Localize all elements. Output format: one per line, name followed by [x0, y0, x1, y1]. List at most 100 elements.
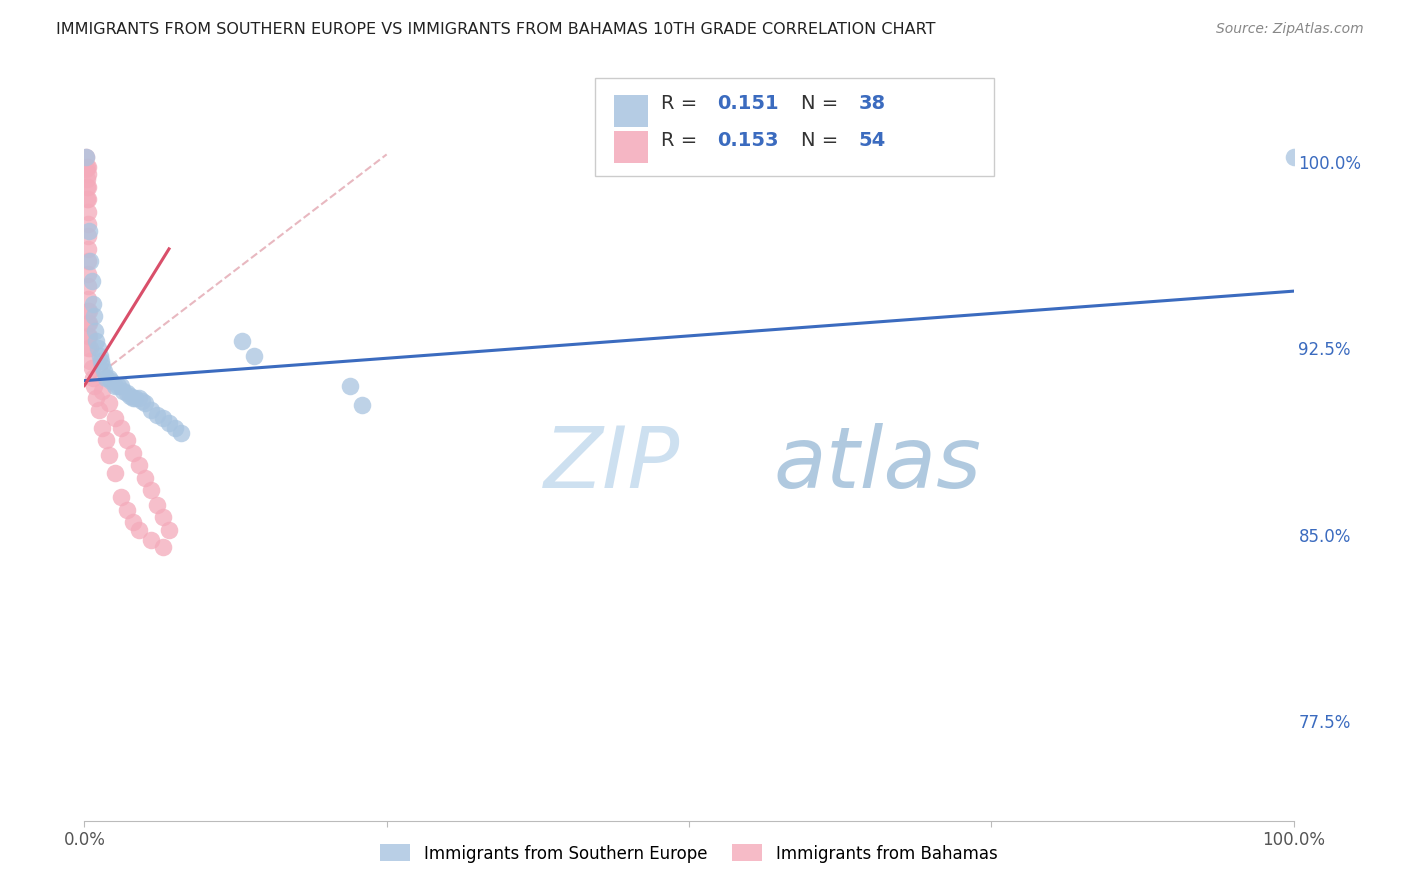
Text: ZIP: ZIP: [544, 423, 681, 506]
Point: [77, 225, 100, 239]
Point: [121, 391, 143, 405]
Point: [80, 361, 103, 376]
Point: [75, 150, 97, 164]
Point: [93, 364, 115, 378]
Point: [86, 334, 108, 348]
Point: [76, 172, 98, 186]
Point: [128, 523, 150, 537]
Text: R =: R =: [661, 95, 703, 113]
Text: N =: N =: [801, 95, 845, 113]
Point: [77, 267, 100, 281]
FancyBboxPatch shape: [595, 78, 994, 177]
Point: [77, 279, 100, 293]
Point: [77, 329, 100, 343]
Point: [134, 470, 156, 484]
Point: [77, 304, 100, 318]
Point: [115, 386, 138, 401]
Text: 0.153: 0.153: [717, 131, 779, 151]
Point: [80, 274, 103, 288]
Text: Source: ZipAtlas.com: Source: ZipAtlas.com: [1216, 22, 1364, 37]
Point: [112, 384, 135, 398]
Point: [157, 523, 180, 537]
Point: [77, 317, 100, 331]
Point: [121, 446, 143, 460]
Point: [152, 540, 174, 554]
Point: [152, 510, 174, 524]
Point: [79, 353, 101, 368]
Point: [146, 409, 169, 423]
Point: [79, 254, 101, 268]
Point: [76, 179, 98, 194]
Point: [146, 498, 169, 512]
Text: IMMIGRANTS FROM SOUTHERN EUROPE VS IMMIGRANTS FROM BAHAMAS 10TH GRADE CORRELATIO: IMMIGRANTS FROM SOUTHERN EUROPE VS IMMIG…: [56, 22, 936, 37]
Point: [104, 378, 127, 392]
Point: [94, 371, 117, 385]
Point: [77, 217, 100, 231]
Point: [104, 466, 127, 480]
Bar: [614, 95, 648, 127]
Text: 38: 38: [858, 95, 886, 113]
Point: [91, 421, 114, 435]
Legend: Immigrants from Southern Europe, Immigrants from Bahamas: Immigrants from Southern Europe, Immigra…: [374, 838, 1004, 869]
Point: [77, 229, 100, 244]
Point: [165, 421, 187, 435]
Point: [110, 378, 132, 392]
Point: [75, 162, 97, 177]
Point: [107, 378, 129, 392]
Point: [77, 192, 100, 206]
Point: [1282, 150, 1305, 164]
Point: [115, 503, 138, 517]
Point: [110, 421, 132, 435]
Point: [82, 296, 104, 310]
Point: [77, 254, 100, 268]
Point: [131, 393, 153, 408]
Point: [128, 391, 150, 405]
Point: [86, 341, 108, 355]
Point: [139, 403, 162, 417]
Point: [115, 434, 138, 448]
Point: [97, 371, 120, 385]
Point: [84, 324, 107, 338]
Point: [77, 329, 100, 343]
Text: atlas: atlas: [773, 423, 981, 506]
Point: [170, 425, 193, 440]
Point: [157, 416, 180, 430]
Point: [339, 378, 361, 392]
Point: [87, 403, 110, 417]
Point: [77, 167, 100, 181]
Point: [352, 399, 374, 413]
Point: [242, 349, 264, 363]
Point: [134, 396, 156, 410]
Point: [76, 160, 98, 174]
Text: 0.151: 0.151: [717, 95, 779, 113]
Point: [76, 192, 98, 206]
Text: 54: 54: [858, 131, 886, 151]
Point: [77, 292, 100, 306]
Point: [152, 411, 174, 425]
Point: [91, 384, 114, 398]
Point: [91, 359, 114, 373]
Point: [139, 483, 162, 497]
Point: [120, 388, 142, 402]
Point: [97, 448, 120, 462]
Point: [77, 341, 100, 355]
Point: [77, 317, 100, 331]
Point: [77, 160, 100, 174]
Point: [82, 371, 104, 385]
Point: [104, 411, 127, 425]
Text: R =: R =: [661, 131, 703, 151]
Point: [77, 304, 100, 318]
Point: [75, 150, 97, 164]
Point: [79, 341, 101, 355]
Point: [89, 349, 111, 363]
Point: [94, 434, 117, 448]
Point: [124, 391, 146, 405]
Point: [77, 242, 100, 256]
Point: [231, 334, 253, 348]
Point: [100, 374, 122, 388]
Point: [83, 378, 105, 392]
Point: [90, 353, 112, 368]
Point: [77, 204, 100, 219]
Point: [97, 396, 120, 410]
Point: [128, 458, 150, 472]
